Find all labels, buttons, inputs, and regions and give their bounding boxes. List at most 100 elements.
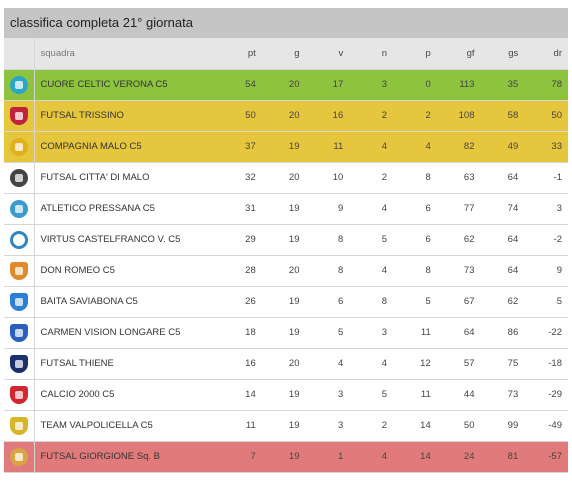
- team-name[interactable]: BAITA SAVIABONA C5: [34, 286, 218, 318]
- stat-v: 17: [305, 69, 350, 101]
- stat-gs: 35: [480, 69, 525, 101]
- table-row[interactable]: CUORE CELTIC VERONA C5 54 20 17 3 0 113 35 78: [4, 69, 568, 101]
- stat-v: 3: [305, 379, 350, 411]
- futsal-trissino-logo-icon: [9, 106, 28, 125]
- header-squadra[interactable]: squadra: [34, 38, 218, 70]
- stat-p: 14: [393, 441, 437, 473]
- header-g[interactable]: g: [261, 38, 306, 70]
- stat-n: 4: [349, 441, 393, 473]
- table-row[interactable]: CALCIO 2000 C5 14 19 3 5 11 44 73 -29: [4, 379, 568, 411]
- header-dr[interactable]: dr: [524, 38, 568, 70]
- table-row[interactable]: BAITA SAVIABONA C5 26 19 6 8 5 67 62 5: [4, 286, 568, 318]
- team-name[interactable]: FUTSAL TRISSINO: [34, 100, 218, 132]
- stat-p: 2: [393, 100, 437, 132]
- table-row[interactable]: COMPAGNIA MALO C5 37 19 11 4 4 82 49 33: [4, 131, 568, 163]
- stat-p: 6: [393, 224, 437, 256]
- stat-g: 19: [261, 286, 306, 318]
- stat-gf: 108: [436, 100, 481, 132]
- futsal-citta-di-malo-logo-icon: [9, 168, 28, 187]
- header-pt[interactable]: pt: [218, 38, 262, 70]
- team-name[interactable]: COMPAGNIA MALO C5: [34, 131, 218, 163]
- table-row[interactable]: VIRTUS CASTELFRANCO V. C5 29 19 8 5 6 62 64 -2: [4, 224, 568, 256]
- virtus-castelfranco-logo-icon: [9, 230, 28, 249]
- team-logo-cell: [4, 317, 35, 349]
- stat-pt: 16: [218, 348, 262, 380]
- stat-g: 20: [261, 348, 306, 380]
- stat-pt: 50: [218, 100, 262, 132]
- stat-g: 20: [261, 100, 306, 132]
- stat-n: 5: [349, 379, 393, 411]
- header-p[interactable]: p: [393, 38, 437, 70]
- team-name[interactable]: FUTSAL CITTA' DI MALO: [34, 162, 218, 194]
- stat-n: 5: [349, 224, 393, 256]
- stat-n: 2: [349, 100, 393, 132]
- team-name[interactable]: FUTSAL THIENE: [34, 348, 218, 380]
- stat-pt: 31: [218, 193, 262, 225]
- table-row[interactable]: TEAM VALPOLICELLA C5 11 19 3 2 14 50 99 -49: [4, 410, 568, 442]
- header-n[interactable]: n: [349, 38, 393, 70]
- team-logo-cell: [4, 255, 35, 287]
- team-name[interactable]: CALCIO 2000 C5: [34, 379, 218, 411]
- stat-g: 19: [261, 317, 306, 349]
- stat-v: 8: [305, 255, 350, 287]
- team-name[interactable]: CUORE CELTIC VERONA C5: [34, 69, 218, 101]
- team-logo-cell: [4, 224, 35, 256]
- stat-n: 2: [349, 162, 393, 194]
- stat-dr: -57: [524, 441, 568, 473]
- stat-g: 19: [261, 131, 306, 163]
- team-logo-cell: [4, 193, 35, 225]
- stat-v: 5: [305, 317, 350, 349]
- team-name[interactable]: DON ROMEO C5: [34, 255, 218, 287]
- stat-gs: 99: [480, 410, 525, 442]
- stat-p: 0: [393, 69, 437, 101]
- stat-pt: 54: [218, 69, 262, 101]
- stat-p: 8: [393, 255, 437, 287]
- team-logo-cell: [4, 162, 35, 194]
- futsal-giorgione-logo-icon: [9, 447, 28, 466]
- team-logo-cell: [4, 379, 35, 411]
- stat-pt: 29: [218, 224, 262, 256]
- team-logo-cell: [4, 131, 35, 163]
- stat-dr: -49: [524, 410, 568, 442]
- team-logo-cell: [4, 441, 35, 473]
- stat-dr: 9: [524, 255, 568, 287]
- stat-n: 8: [349, 286, 393, 318]
- stat-n: 4: [349, 255, 393, 287]
- stat-gs: 75: [480, 348, 525, 380]
- stat-n: 4: [349, 193, 393, 225]
- stat-pt: 28: [218, 255, 262, 287]
- standings-title: classifica completa 21° giornata: [4, 8, 568, 38]
- team-logo-cell: [4, 286, 35, 318]
- standings-widget: classifica completa 21° giornata squadra…: [4, 8, 568, 473]
- team-name[interactable]: FUTSAL GIORGIONE Sq. B: [34, 441, 218, 473]
- stat-gs: 64: [480, 224, 525, 256]
- team-logo-cell: [4, 348, 35, 380]
- stat-v: 16: [305, 100, 350, 132]
- stat-p: 14: [393, 410, 437, 442]
- table-row[interactable]: DON ROMEO C5 28 20 8 4 8 73 64 9: [4, 255, 568, 287]
- header-v[interactable]: v: [305, 38, 350, 70]
- table-row[interactable]: ATLETICO PRESSANA C5 31 19 9 4 6 77 74 3: [4, 193, 568, 225]
- stat-pt: 32: [218, 162, 262, 194]
- calcio-2000-logo-icon: [9, 385, 28, 404]
- stat-gf: 77: [436, 193, 481, 225]
- team-name[interactable]: VIRTUS CASTELFRANCO V. C5: [34, 224, 218, 256]
- table-row[interactable]: FUTSAL GIORGIONE Sq. B 7 19 1 4 14 24 81 -57: [4, 441, 568, 473]
- team-name[interactable]: ATLETICO PRESSANA C5: [34, 193, 218, 225]
- stat-gs: 58: [480, 100, 525, 132]
- atletico-pressana-logo-icon: [9, 199, 28, 218]
- stat-dr: -22: [524, 317, 568, 349]
- header-gf[interactable]: gf: [436, 38, 481, 70]
- stat-dr: 50: [524, 100, 568, 132]
- stat-g: 19: [261, 193, 306, 225]
- table-row[interactable]: FUTSAL THIENE 16 20 4 4 12 57 75 -18: [4, 348, 568, 380]
- stat-gf: 50: [436, 410, 481, 442]
- table-row[interactable]: FUTSAL TRISSINO 50 20 16 2 2 108 58 50: [4, 100, 568, 132]
- stat-p: 6: [393, 193, 437, 225]
- table-row[interactable]: FUTSAL CITTA' DI MALO 32 20 10 2 8 63 64 -1: [4, 162, 568, 194]
- header-gs[interactable]: gs: [480, 38, 525, 70]
- table-row[interactable]: CARMEN VISION LONGARE C5 18 19 5 3 11 64 86 -22: [4, 317, 568, 349]
- team-name[interactable]: CARMEN VISION LONGARE C5: [34, 317, 218, 349]
- team-name[interactable]: TEAM VALPOLICELLA C5: [34, 410, 218, 442]
- stat-gf: 24: [436, 441, 481, 473]
